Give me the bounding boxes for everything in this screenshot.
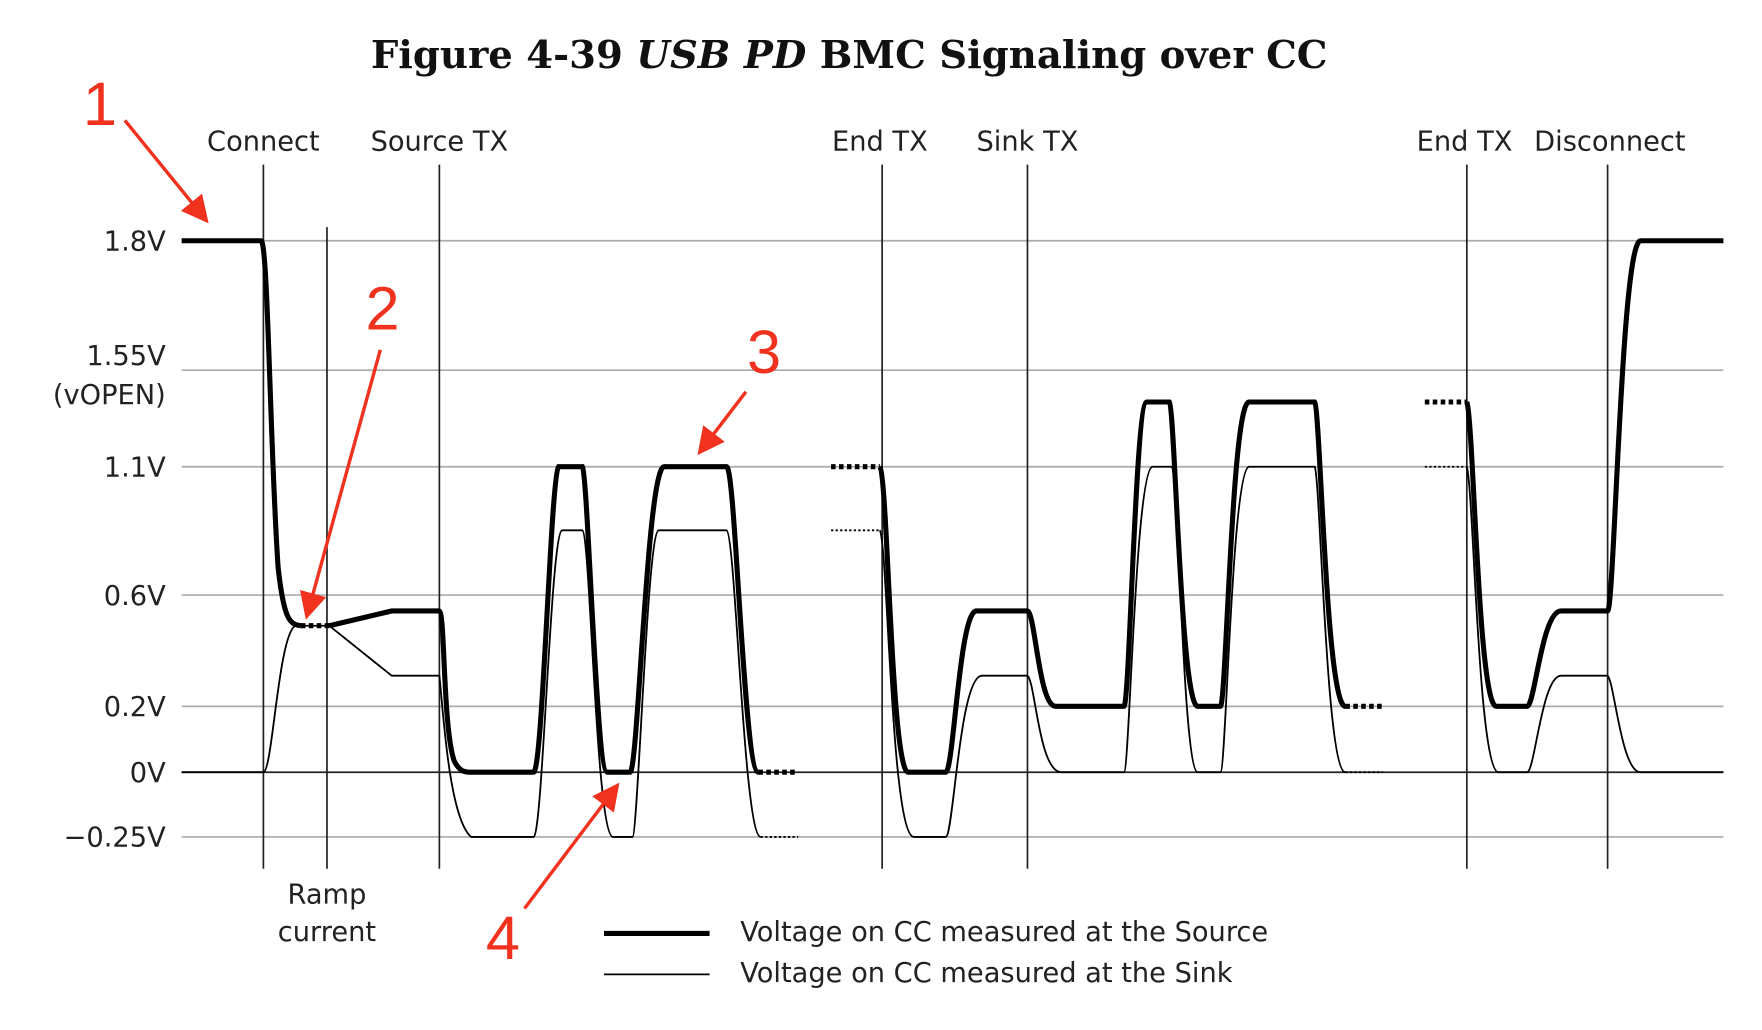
- callouts: 1 2 3 4: [83, 69, 781, 972]
- event-label: Source TX: [371, 127, 509, 158]
- y-label: 0.6V: [104, 581, 166, 612]
- legend-label: Voltage on CC measured at the Source: [740, 917, 1268, 948]
- event-label: End TX: [1417, 127, 1513, 158]
- sink-waveform: [181, 465, 1724, 838]
- callout-number: 3: [747, 317, 781, 386]
- y-label: −0.25V: [64, 823, 166, 854]
- ramp-label: current: [278, 917, 377, 948]
- callout-number: 1: [83, 69, 117, 138]
- legend-label: Voltage on CC measured at the Sink: [740, 958, 1233, 989]
- event-label: Sink TX: [977, 127, 1079, 158]
- ramp-label: Ramp: [288, 879, 367, 910]
- callout-number: 4: [486, 903, 520, 972]
- event-label: End TX: [832, 127, 928, 158]
- event-lines: [262, 164, 1609, 869]
- y-label: 1.8V: [104, 227, 166, 258]
- event-label: Connect: [207, 127, 320, 158]
- y-label: 0V: [130, 758, 166, 789]
- y-label: 1.1V: [104, 453, 166, 484]
- y-label: 1.55V: [86, 341, 166, 372]
- y-labels: 1.8V 1.55V (vOPEN) 1.1V 0.6V 0.2V 0V −0.…: [53, 227, 166, 854]
- legend: Voltage on CC measured at the Source Vol…: [603, 917, 1268, 989]
- y-label: (vOPEN): [53, 380, 166, 411]
- figure-title: Figure 4-39 USB PD BMC Signaling over CC: [371, 33, 1328, 78]
- y-label: 0.2V: [104, 692, 166, 723]
- callout-number: 2: [366, 274, 400, 343]
- source-waveform: [181, 238, 1724, 775]
- event-label: Disconnect: [1534, 127, 1686, 158]
- event-labels: Connect Source TX End TX Sink TX End TX …: [207, 127, 1686, 158]
